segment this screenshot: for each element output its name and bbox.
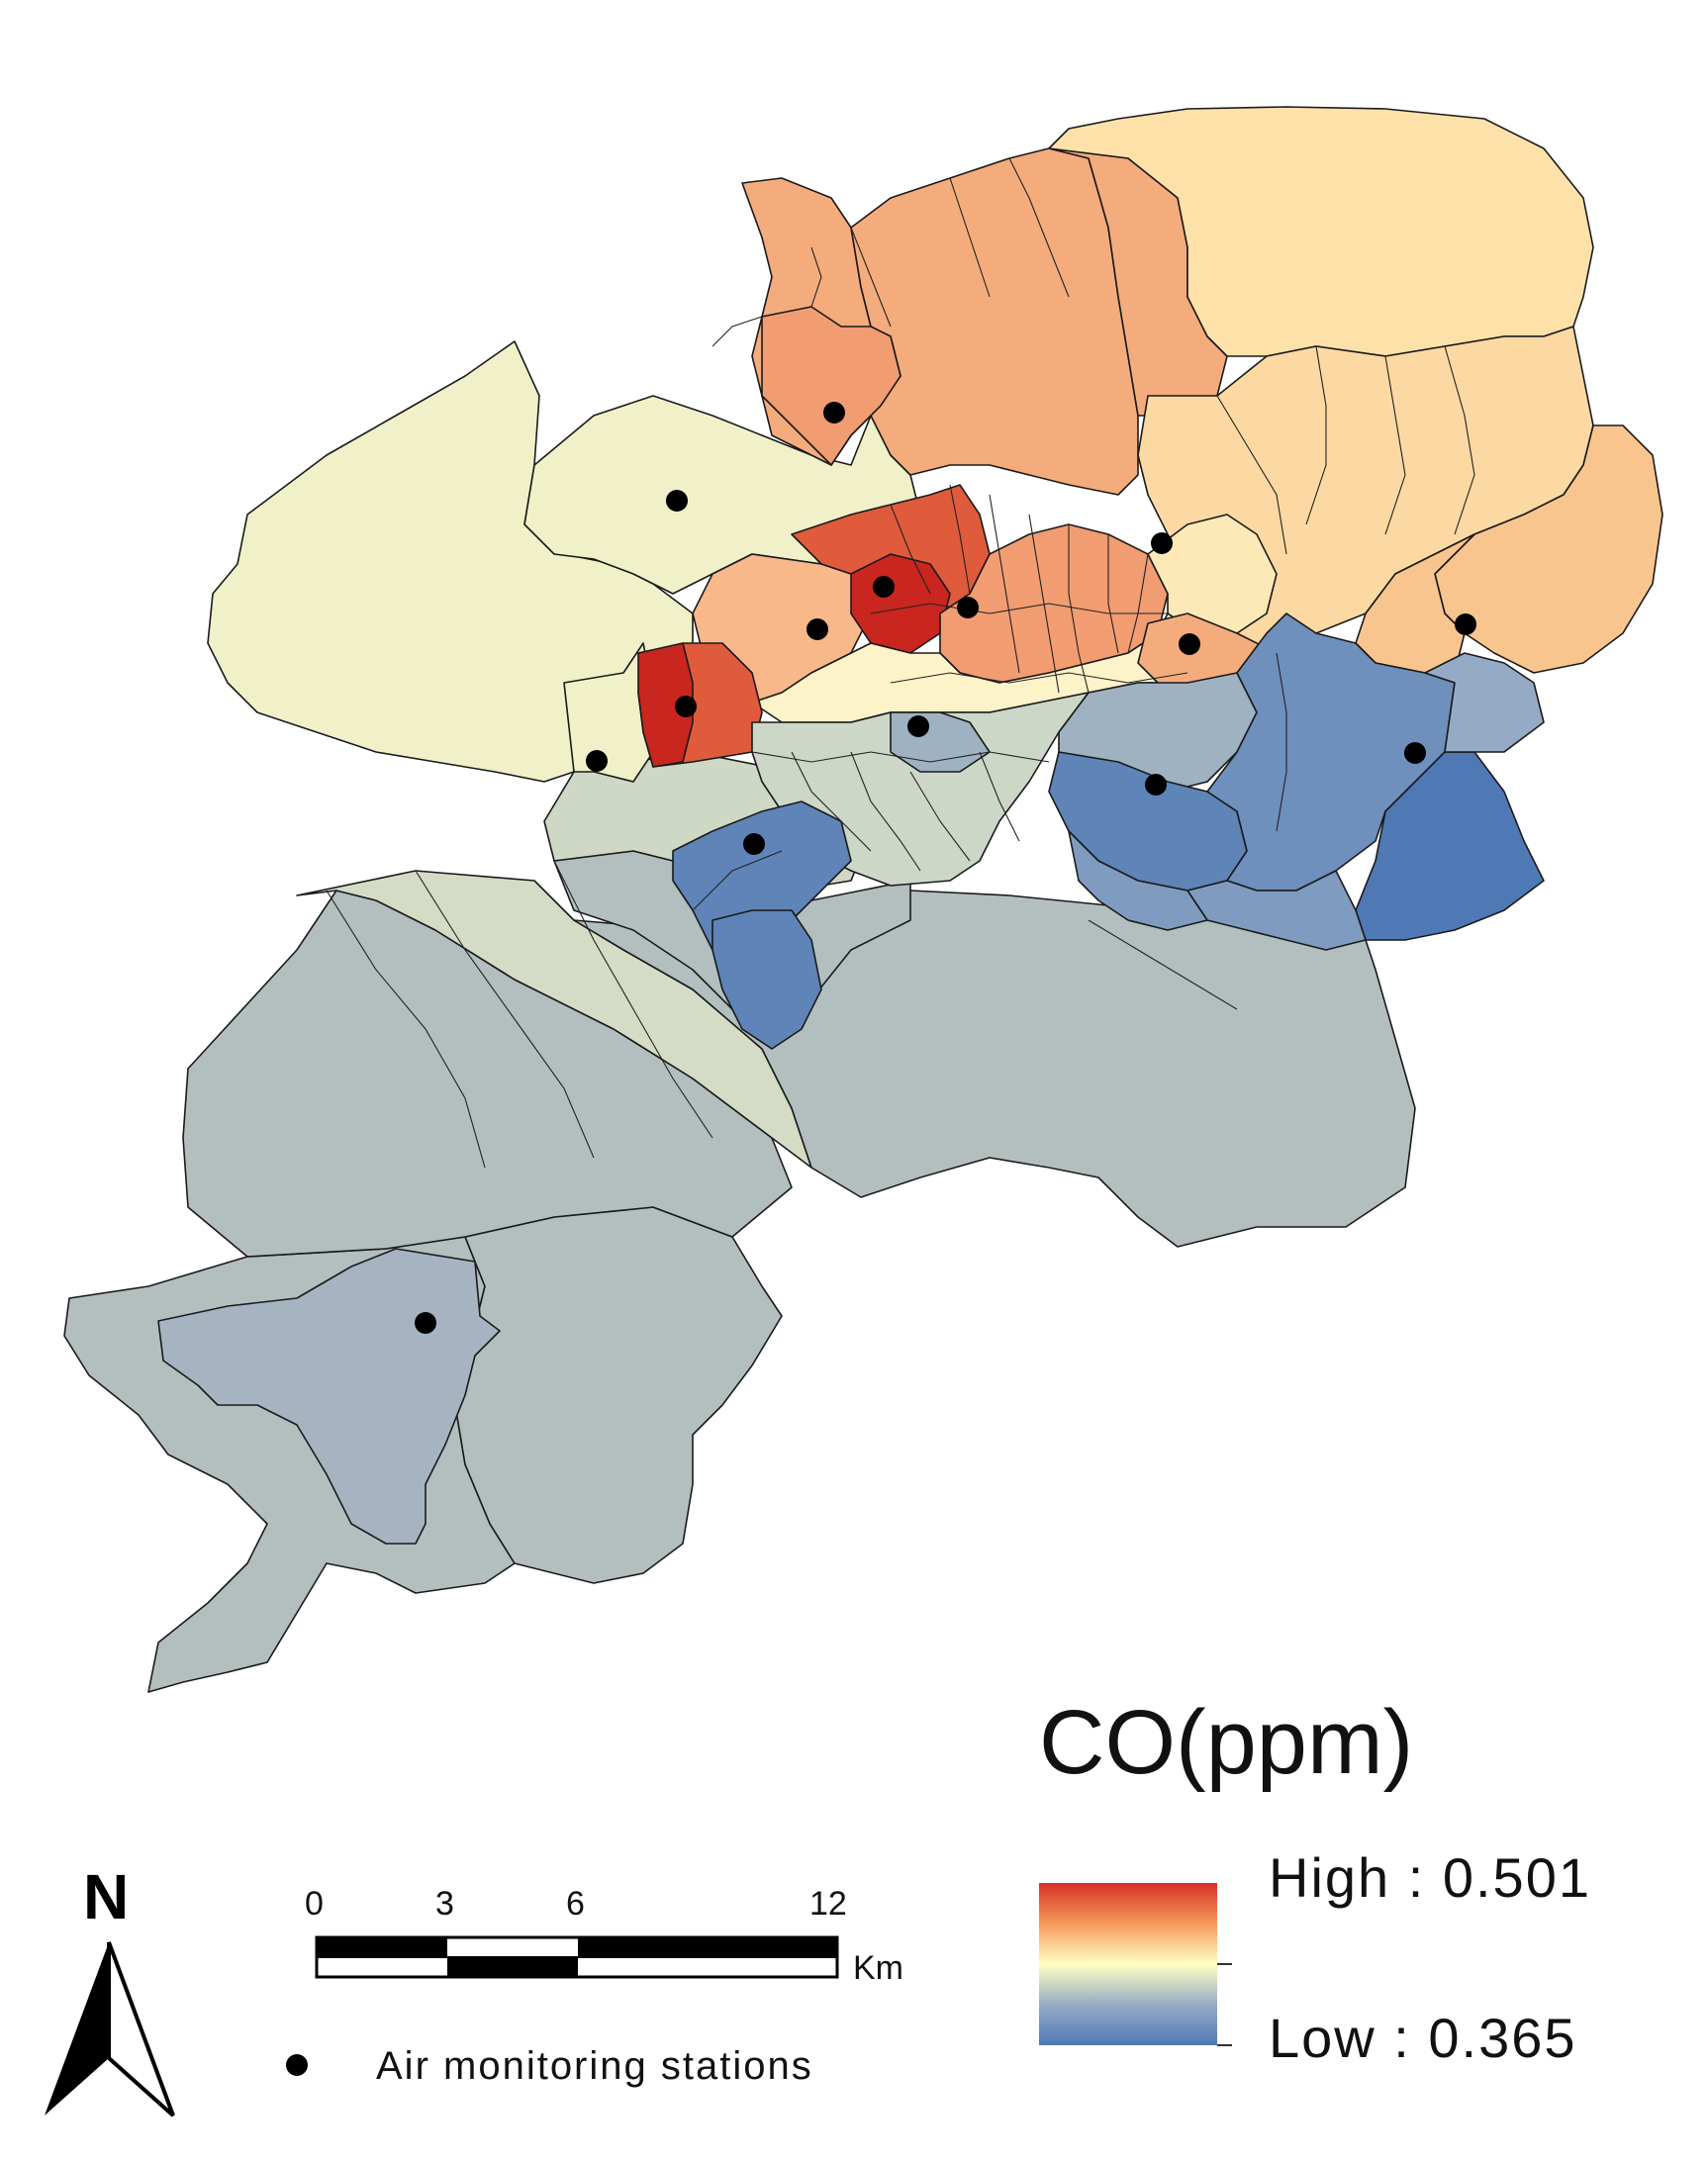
station-dot-icon bbox=[743, 833, 765, 855]
region-southeast-blue-south bbox=[1068, 830, 1208, 931]
station-dot-icon bbox=[586, 750, 608, 772]
region-core-east-pale bbox=[1147, 514, 1278, 634]
station-dot-icon bbox=[1151, 532, 1173, 554]
station-dot-icon bbox=[666, 490, 688, 512]
scale-tick-6: 6 bbox=[566, 1885, 585, 1923]
station-dot-icon bbox=[1145, 774, 1167, 796]
station-dot-icon bbox=[823, 402, 845, 423]
scale-unit: Km bbox=[853, 1949, 903, 1987]
scale-tick-0: 0 bbox=[305, 1885, 324, 1923]
station-dot-icon bbox=[1179, 633, 1200, 655]
scale-tick-3: 3 bbox=[435, 1885, 454, 1923]
region-south-central bbox=[454, 1206, 783, 1584]
region-southeast-bluegray-east bbox=[1424, 652, 1545, 753]
stations bbox=[415, 402, 1476, 1334]
station-dot-icon bbox=[957, 597, 979, 618]
station-dot-icon bbox=[415, 1312, 436, 1334]
scale-bar bbox=[315, 1935, 839, 1979]
legend-high-label: High : 0.501 bbox=[1269, 1846, 1591, 1909]
north-label: N bbox=[83, 1861, 130, 1932]
station-dot-icon bbox=[1404, 742, 1426, 764]
region-south-blue-tail bbox=[712, 909, 822, 1050]
station-dot-icon bbox=[1455, 613, 1476, 635]
region-west-darkred bbox=[637, 642, 694, 768]
legend-gradient-bar bbox=[1039, 1883, 1217, 2045]
station-dot-icon bbox=[907, 715, 929, 737]
station-dot-icon bbox=[675, 696, 697, 717]
legend-low-label: Low : 0.365 bbox=[1269, 2007, 1577, 2069]
region-north-orange-2 bbox=[850, 147, 1139, 496]
legend-title: CO(ppm) bbox=[1039, 1692, 1414, 1793]
station-dot-icon bbox=[807, 618, 828, 640]
region-southwest-station bbox=[157, 1248, 501, 1545]
station-dot-icon bbox=[873, 576, 895, 598]
region-southeast-blue-2 bbox=[1206, 612, 1456, 892]
stations-legend-label: Air monitoring stations bbox=[376, 2044, 813, 2088]
north-arrow-icon bbox=[45, 1941, 175, 2117]
station-dot-icon bbox=[286, 2054, 308, 2076]
scale-tick-12: 12 bbox=[809, 1885, 847, 1923]
region-north-orange-4 bbox=[761, 306, 901, 466]
